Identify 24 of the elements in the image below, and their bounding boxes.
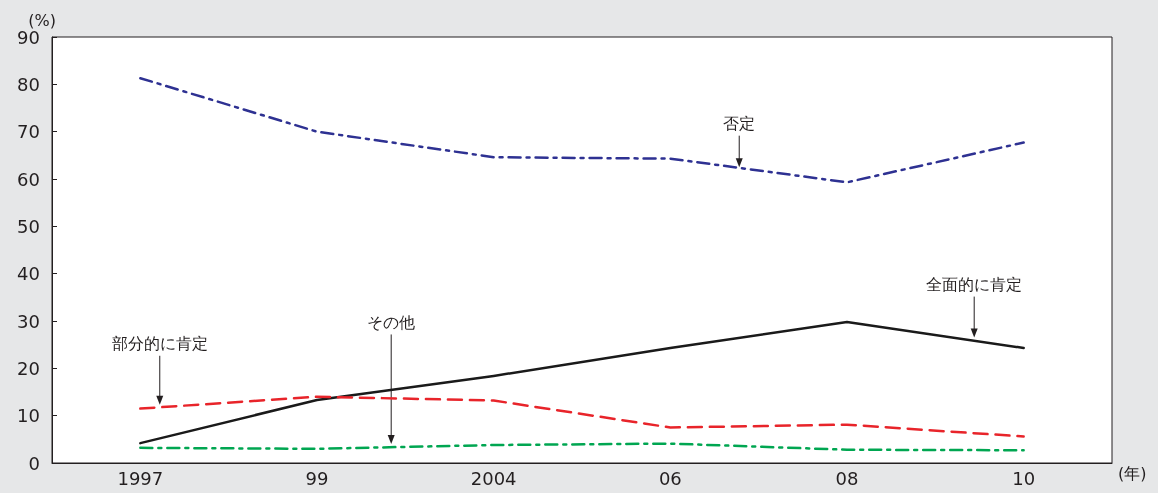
text: 部分的に肯定 xyxy=(111,334,208,354)
x-tick-label: 08 xyxy=(835,467,859,489)
y-tick-label: 10 xyxy=(17,405,40,427)
y-axis-title: (%) xyxy=(28,10,56,30)
text: 全面的に肯定 xyxy=(926,275,1023,295)
y-tick-label: 60 xyxy=(17,168,40,190)
y-tick-label: 70 xyxy=(17,121,40,143)
y-tick-label: 50 xyxy=(17,215,40,237)
y-tick-label: 0 xyxy=(28,452,40,474)
x-tick-label: 1997 xyxy=(117,467,164,489)
y-tick-label: 80 xyxy=(17,73,40,95)
y-tick-label: 20 xyxy=(17,357,40,379)
line-series xyxy=(139,442,1025,452)
y-tick-label: 30 xyxy=(17,310,40,332)
x-tick-label: 2004 xyxy=(470,467,517,489)
line-series xyxy=(139,76,1025,184)
x-tick-label: 99 xyxy=(305,467,329,489)
x-tick-label: 06 xyxy=(658,467,682,489)
y-tick-label: 40 xyxy=(17,263,40,285)
x-axis-title: (年) xyxy=(1118,463,1147,483)
text: その他 xyxy=(367,312,416,332)
text: 否定 xyxy=(723,114,756,134)
x-tick-label: 10 xyxy=(1012,467,1036,489)
line-series xyxy=(139,395,1025,438)
